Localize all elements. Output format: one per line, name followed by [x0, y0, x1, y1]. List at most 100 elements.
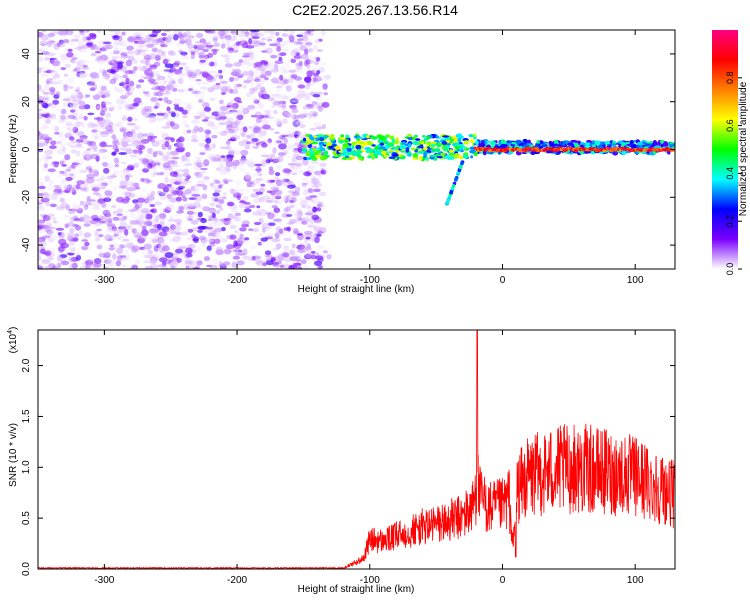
- heatmap-cell: [261, 142, 268, 148]
- heatmap-cell: [131, 245, 141, 252]
- heatmap-cell: [255, 255, 263, 260]
- heatmap-cell: [182, 231, 188, 236]
- heatmap-cell: [66, 264, 72, 269]
- heatmap-cell: [253, 261, 262, 265]
- heatmap-cell: [59, 30, 67, 36]
- heatmap-cell: [188, 48, 195, 53]
- heatmap-cell: [192, 184, 200, 192]
- heatmap-cell: [180, 155, 186, 162]
- heatmap-cell: [205, 226, 214, 230]
- heatmap-cell: [270, 186, 280, 191]
- heatmap-cell: [291, 114, 297, 120]
- heatmap-cell: [185, 247, 193, 254]
- heatmap-cell: [52, 73, 61, 79]
- heatmap-cell: [604, 141, 611, 145]
- heatmap-cell: [284, 112, 292, 119]
- heatmap-cell: [190, 52, 195, 55]
- heatmap-cell: [283, 178, 290, 183]
- heatmap-cell: [69, 101, 78, 108]
- heatmap-cell: [455, 133, 463, 139]
- heatmap-cell: [190, 205, 197, 209]
- heatmap-cell: [83, 154, 93, 161]
- heatmap-cell: [105, 44, 113, 50]
- heatmap-cell: [106, 223, 116, 227]
- heatmap-cell: [92, 94, 101, 101]
- heatmap-cell: [312, 76, 318, 82]
- heatmap-cell: [236, 260, 245, 266]
- heatmap-cell: [129, 245, 136, 249]
- heatmap-cell: [257, 129, 263, 133]
- heatmap-cell: [148, 237, 156, 244]
- heatmap-cell: [388, 156, 396, 160]
- heatmap-cell: [297, 249, 306, 253]
- heatmap-cell: [301, 258, 307, 265]
- heatmap-cell: [68, 235, 74, 241]
- heatmap-cell: [121, 169, 131, 176]
- heatmap-cell: [103, 167, 110, 174]
- heatmap-cell: [236, 30, 246, 38]
- heatmap-cell: [40, 88, 46, 94]
- heatmap-cell: [93, 148, 98, 152]
- heatmap-cell: [135, 259, 140, 265]
- heatmap-cell: [87, 83, 93, 88]
- heatmap-cell: [144, 253, 150, 259]
- heatmap-cell: [229, 121, 239, 129]
- heatmap-cell: [121, 117, 128, 121]
- heatmap-cell: [287, 163, 296, 166]
- heatmap-cell: [96, 105, 102, 110]
- heatmap-cell: [296, 41, 304, 45]
- heatmap-cell: [473, 152, 478, 157]
- heatmap-cell: [323, 135, 329, 138]
- heatmap-cell: [296, 94, 303, 98]
- heatmap-cell: [170, 238, 176, 244]
- spectrogram-y-tick-label: 40: [21, 48, 32, 60]
- heatmap-cell: [220, 86, 229, 93]
- heatmap-cell: [229, 109, 238, 113]
- heatmap-cell: [113, 210, 119, 214]
- heatmap-cell: [83, 115, 88, 121]
- heatmap-cell: [132, 206, 139, 212]
- heatmap-cell: [133, 125, 142, 131]
- heatmap-cell: [49, 57, 57, 61]
- heatmap-cell: [69, 144, 78, 149]
- heatmap-cell: [234, 217, 242, 222]
- heatmap-cell: [40, 248, 46, 254]
- heatmap-cell: [65, 121, 72, 127]
- heatmap-cell: [116, 213, 123, 217]
- heatmap-cell: [239, 106, 246, 110]
- heatmap-cell: [130, 140, 138, 144]
- heatmap-cell: [150, 260, 156, 266]
- heatmap-cell: [54, 186, 62, 192]
- heatmap-cell: [41, 73, 48, 78]
- heatmap-cell: [311, 214, 320, 221]
- heatmap-cell: [77, 207, 83, 214]
- heatmap-cell: [279, 42, 285, 48]
- heatmap-cell: [106, 259, 114, 266]
- heatmap-cell: [383, 155, 389, 158]
- heatmap-cell: [150, 260, 158, 265]
- heatmap-cell: [184, 259, 193, 265]
- heatmap-cell: [82, 36, 87, 42]
- heatmap-cell: [125, 138, 131, 143]
- heatmap-cell: [49, 78, 53, 81]
- heatmap-cell: [149, 138, 156, 143]
- heatmap-cell: [275, 191, 282, 198]
- heatmap-cell: [268, 222, 276, 226]
- heatmap-cell: [239, 233, 244, 239]
- heatmap-cell: [76, 66, 84, 72]
- heatmap-cell: [115, 98, 124, 105]
- heatmap-cell: [303, 112, 309, 117]
- heatmap-cell: [199, 59, 207, 63]
- heatmap-cell: [402, 148, 406, 151]
- heatmap-cell: [89, 153, 98, 160]
- heatmap-cell: [108, 247, 116, 251]
- heatmap-cell: [311, 101, 318, 105]
- heatmap-cell: [132, 199, 139, 204]
- heatmap-cell: [215, 130, 222, 136]
- heatmap-cell: [306, 157, 312, 160]
- heatmap-cell: [315, 91, 324, 95]
- heatmap-cell: [188, 76, 198, 83]
- heatmap-cell: [44, 175, 50, 182]
- heatmap-cell: [100, 215, 108, 223]
- heatmap-cell: [80, 245, 89, 251]
